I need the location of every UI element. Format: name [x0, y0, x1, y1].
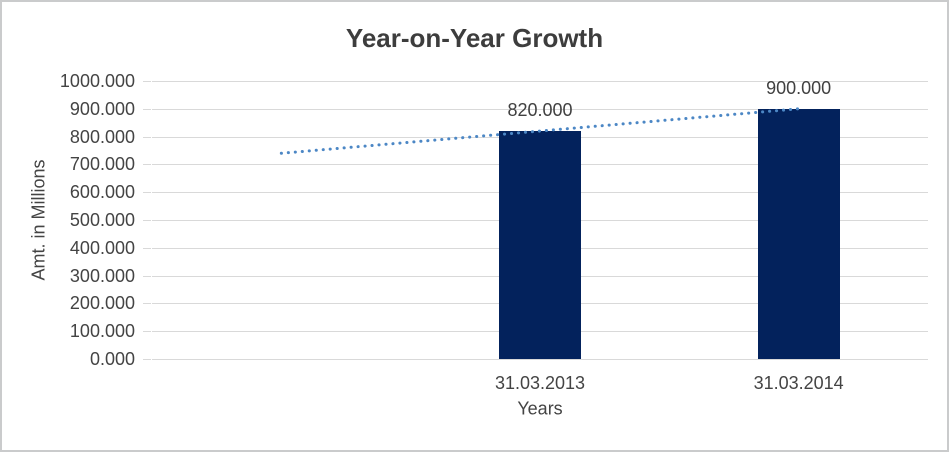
x-tick-label: 31.03.2014	[753, 373, 844, 393]
y-axis-tick	[143, 164, 151, 166]
chart-title: Year-on-Year Growth	[345, 23, 604, 53]
y-tick-label: 1000.000	[59, 71, 135, 91]
y-axis-tick	[143, 220, 151, 221]
y-tick-label: 900.000	[69, 98, 135, 119]
gridline	[152, 108, 928, 110]
bar[interactable]	[757, 108, 840, 359]
bar[interactable]	[499, 131, 581, 359]
y-axis-tick	[143, 275, 151, 277]
y-axis-tick	[143, 81, 151, 82]
y-tick-label: 300.000	[69, 265, 135, 286]
y-tick-label: 500.000	[69, 210, 135, 230]
y-axis-tick	[143, 359, 151, 360]
y-tick-label: 200.000	[69, 293, 135, 314]
y-tick-label: 0.000	[89, 349, 135, 369]
trendline	[279, 107, 801, 155]
y-axis-tick	[143, 247, 151, 249]
x-tick-label: 31.03.2013	[494, 373, 586, 393]
y-tick-label: 600.000	[69, 182, 135, 203]
y-tick-label: 700.000	[69, 154, 135, 175]
y-axis-tick	[143, 331, 151, 333]
y-tick-label: 800.000	[69, 126, 135, 147]
y-axis-tick	[143, 192, 151, 194]
bar-value-label: 900.000	[766, 77, 832, 98]
plot-area: 1000.000 900.000 800.000 700.000 600.000 500.…	[60, 71, 928, 393]
y-tick-label: 100.000	[69, 321, 135, 342]
y-axis-tick	[143, 136, 151, 138]
bar-value-label: 820.000	[507, 100, 573, 121]
y-axis-tick	[143, 108, 151, 110]
gridline	[152, 81, 928, 82]
y-tick-label: 400.000	[69, 237, 135, 258]
x-axis-title: Years	[517, 398, 563, 419]
y-axis-tick	[143, 303, 151, 305]
gridline	[152, 359, 928, 360]
